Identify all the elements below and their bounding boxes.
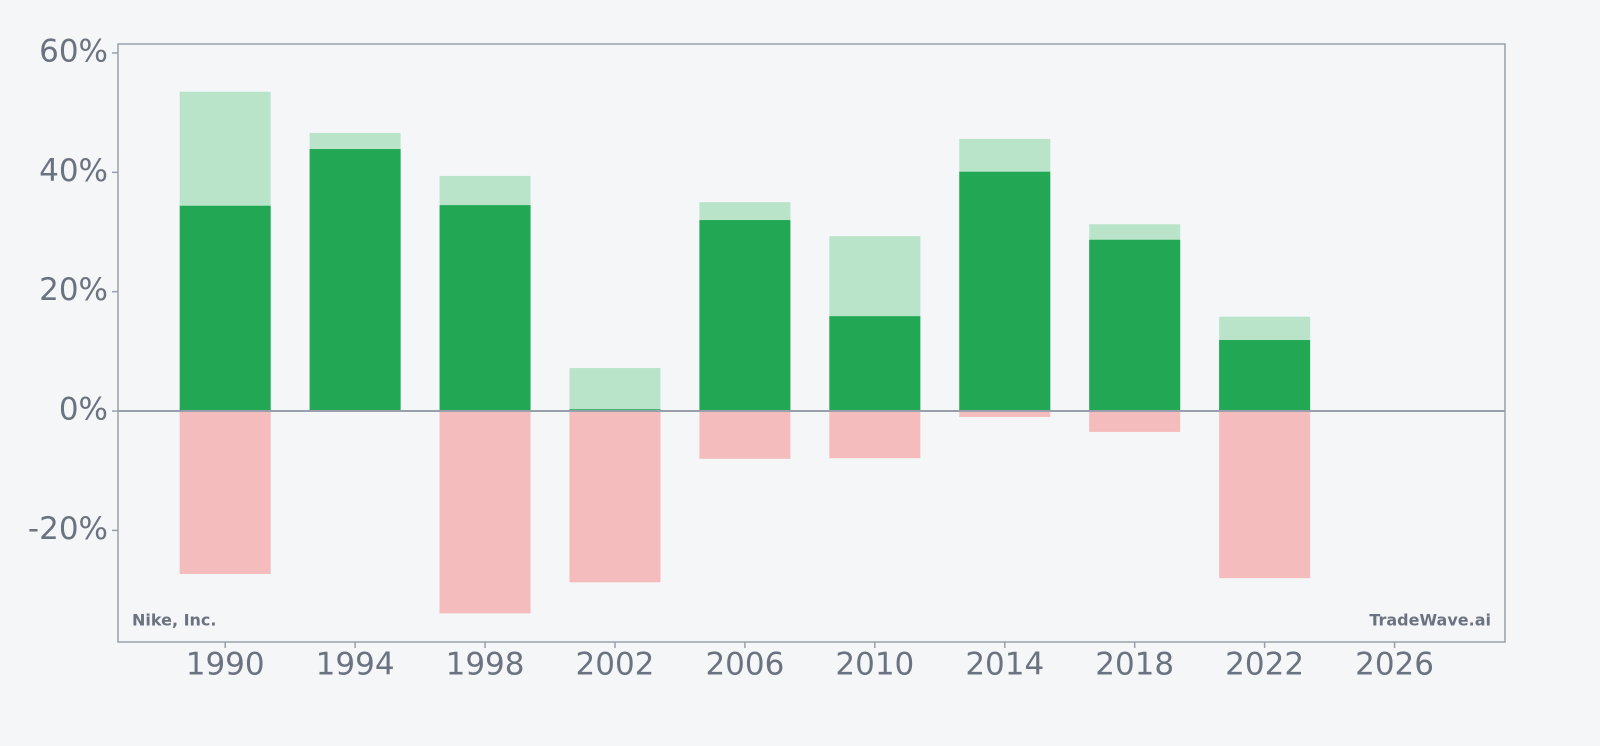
x-tick-label: 1998 bbox=[446, 647, 525, 683]
bar bbox=[1219, 340, 1311, 412]
bar bbox=[569, 411, 661, 583]
bar bbox=[1089, 411, 1181, 432]
bar bbox=[959, 171, 1051, 412]
x-tick-label: 2002 bbox=[576, 647, 655, 683]
y-tick-label: 60% bbox=[39, 33, 108, 69]
x-tick-label: 1990 bbox=[186, 647, 265, 683]
annotation: TradeWave.ai bbox=[1369, 611, 1491, 630]
plot-frame bbox=[117, 43, 1506, 643]
x-tick-label: 2006 bbox=[705, 647, 784, 683]
bar bbox=[439, 411, 531, 614]
x-tick-label: 1994 bbox=[316, 647, 395, 683]
y-tick-label: -20% bbox=[28, 511, 108, 547]
y-tick-label: 20% bbox=[39, 272, 108, 308]
bar bbox=[829, 411, 921, 459]
x-tick-label: 2022 bbox=[1225, 647, 1304, 683]
x-tick-label: 2026 bbox=[1355, 647, 1434, 683]
x-tick-label: 2010 bbox=[835, 647, 914, 683]
y-tick-label: 40% bbox=[39, 153, 108, 189]
y-tick-label: 0% bbox=[59, 392, 108, 428]
bar bbox=[699, 220, 791, 412]
bar bbox=[829, 316, 921, 412]
x-tick-label: 2018 bbox=[1095, 647, 1174, 683]
bar bbox=[179, 411, 271, 574]
bar bbox=[1089, 239, 1181, 412]
bar bbox=[179, 205, 271, 412]
bar bbox=[439, 205, 531, 412]
bar bbox=[699, 411, 791, 459]
bar bbox=[309, 149, 401, 412]
annotation: Nike, Inc. bbox=[132, 611, 217, 630]
bar bbox=[569, 368, 661, 412]
bar bbox=[1219, 411, 1311, 579]
x-tick-label: 2014 bbox=[965, 647, 1044, 683]
bar bbox=[959, 411, 1051, 418]
